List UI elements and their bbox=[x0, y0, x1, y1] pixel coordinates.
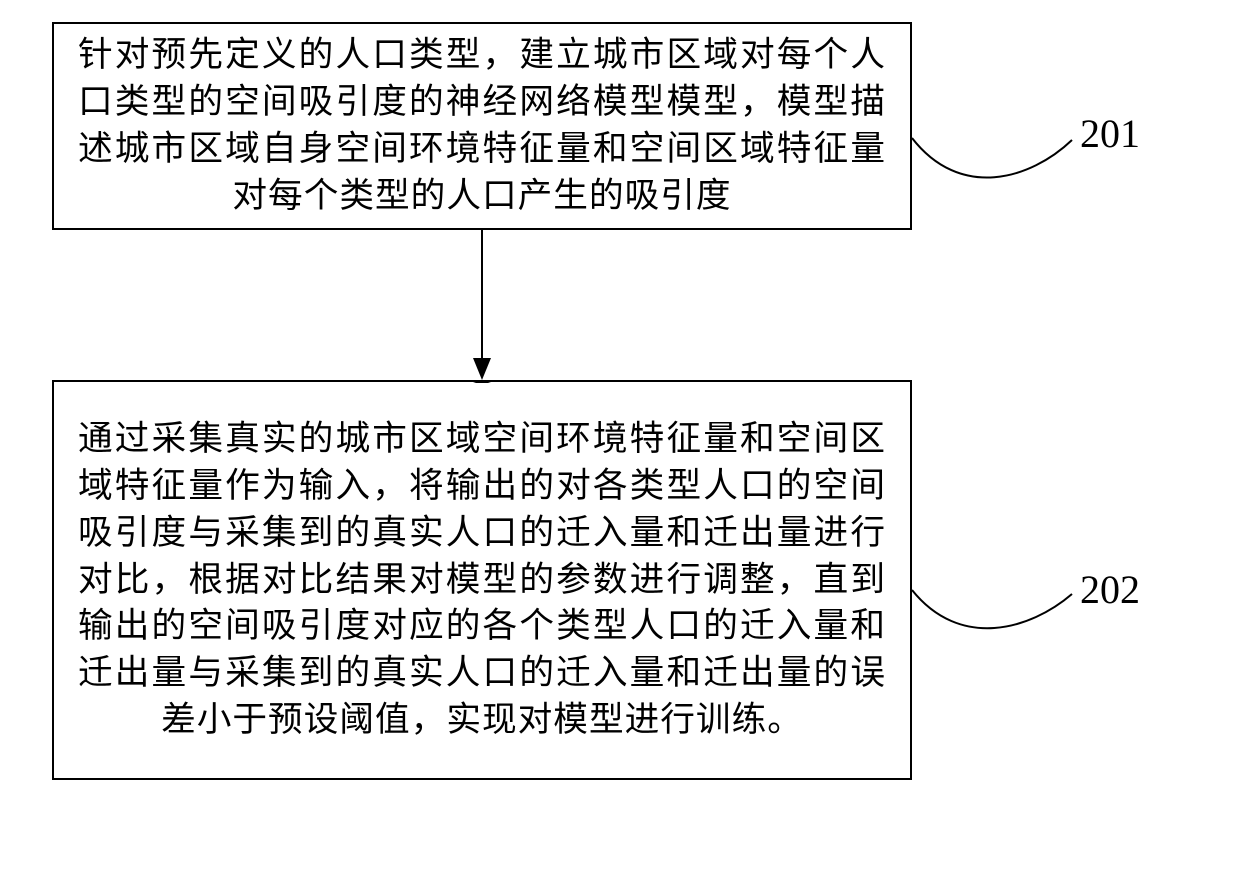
flow-step-201: 针对预先定义的人口类型，建立城市区域对每个人口类型的空间吸引度的神经网络模型模型… bbox=[52, 22, 912, 230]
flow-arrow bbox=[481, 230, 483, 358]
diagram-canvas: 针对预先定义的人口类型，建立城市区域对每个人口类型的空间吸引度的神经网络模型模型… bbox=[0, 0, 1240, 870]
flow-step-202: 通过采集真实的城市区域空间环境特征量和空间区域特征量作为输入，将输出的对各类型人… bbox=[52, 380, 912, 780]
flow-step-202-text: 通过采集真实的城市区域空间环境特征量和空间区域特征量作为输入，将输出的对各类型人… bbox=[78, 416, 886, 744]
step-label-202: 202 bbox=[1080, 566, 1140, 613]
flow-step-201-text: 针对预先定义的人口类型，建立城市区域对每个人口类型的空间吸引度的神经网络模型模型… bbox=[78, 32, 886, 219]
step-label-201: 201 bbox=[1080, 110, 1140, 157]
